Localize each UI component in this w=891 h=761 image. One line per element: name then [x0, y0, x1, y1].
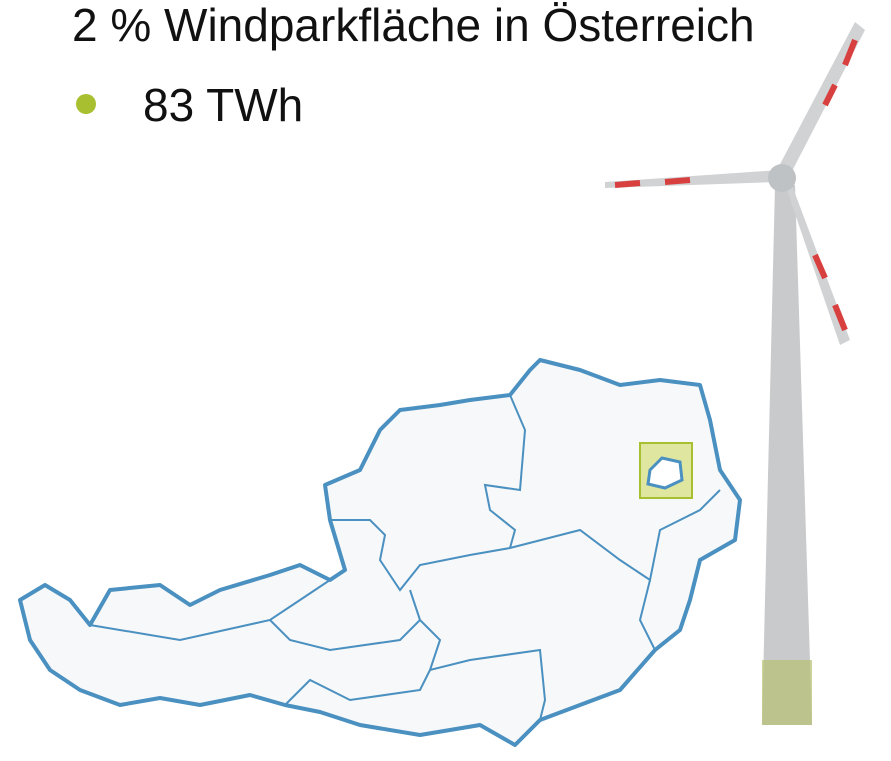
- vienna: [646, 456, 684, 490]
- state-borders: [89, 394, 721, 721]
- wind-turbine: [605, 22, 865, 725]
- bullet-text: 2 % Windparkfläche in Österreich: [72, 0, 755, 51]
- bullet-dot: [76, 94, 96, 114]
- austria-map: [18, 358, 742, 747]
- bullet-text: 83 TWh: [143, 79, 304, 131]
